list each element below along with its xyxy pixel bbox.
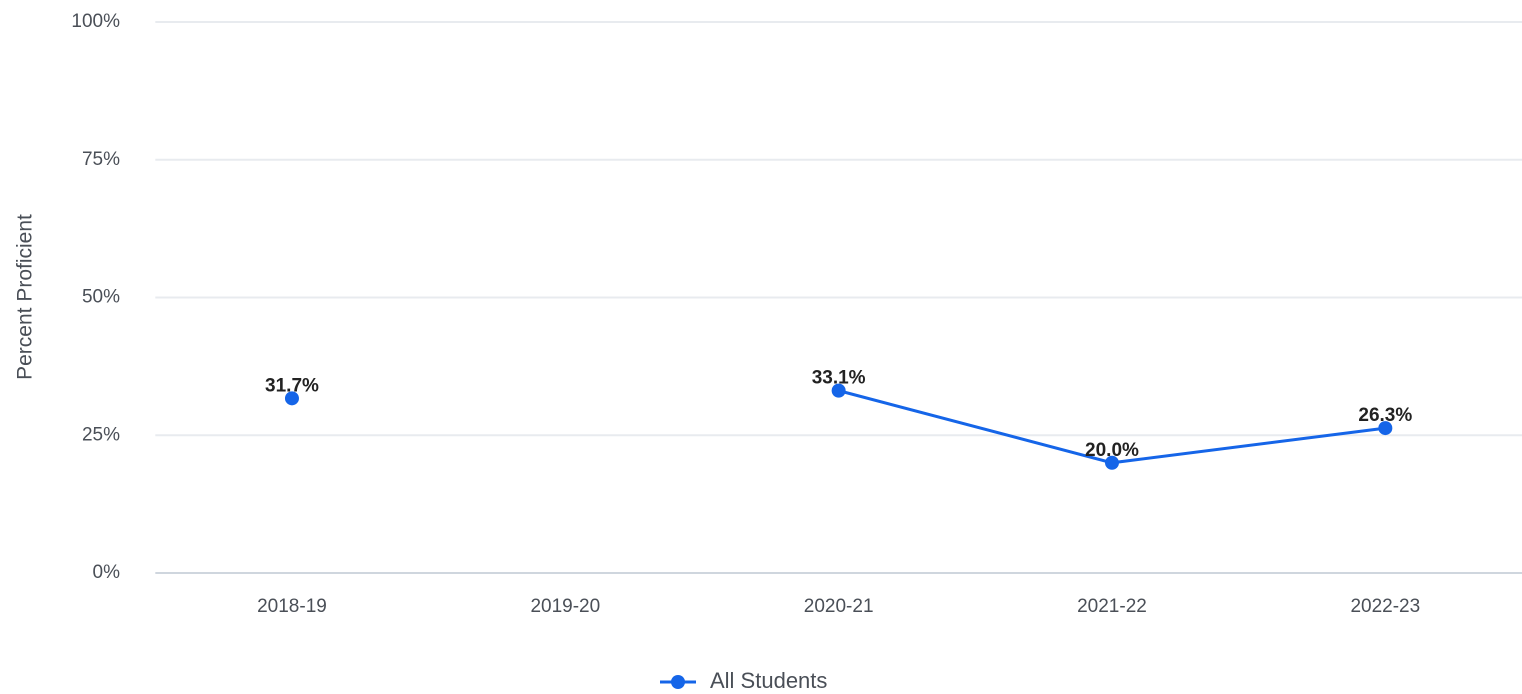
x-tick-label: 2020-21 [804, 596, 874, 617]
value-label: 20.0% [1085, 440, 1139, 461]
x-tick-label: 2018-19 [257, 596, 327, 617]
x-tick-label: 2022-23 [1350, 596, 1420, 617]
y-axis-label: Percent Proficient [14, 214, 37, 380]
point [1378, 421, 1393, 436]
x-tick-label: 2019-20 [530, 596, 600, 617]
y-tick-label: 50% [82, 287, 120, 308]
point [284, 391, 299, 406]
point [831, 383, 846, 398]
value-label: 33.1% [812, 368, 866, 389]
legend-marker [671, 675, 685, 689]
legend-label: All Students [710, 668, 827, 693]
point [1104, 455, 1119, 470]
value-label: 26.3% [1358, 405, 1412, 426]
y-tick-label: 75% [82, 149, 120, 170]
y-tick-label: 100% [71, 11, 120, 32]
y-tick-label: 25% [82, 424, 120, 445]
x-tick-label: 2021-22 [1077, 596, 1147, 617]
value-label: 31.7% [265, 375, 319, 396]
y-tick-label: 0% [93, 562, 121, 583]
